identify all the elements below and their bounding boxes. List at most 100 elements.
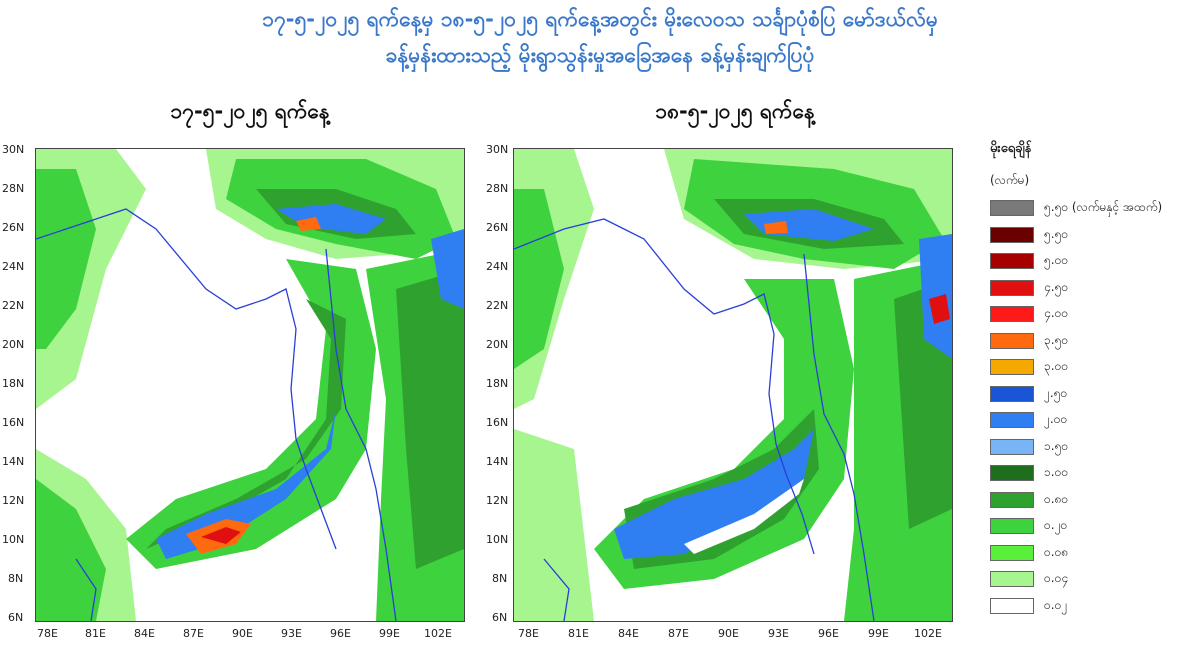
legend-label: ၁.၅၀ xyxy=(1044,438,1069,453)
legend-swatch xyxy=(990,438,1034,455)
legend-swatch xyxy=(990,306,1034,322)
rain-area-green xyxy=(36,479,106,621)
legend-swatch xyxy=(990,518,1034,534)
lon-tick-label: 93E xyxy=(768,627,789,640)
rain-area-darkgreen xyxy=(396,269,464,569)
rain-area-blue xyxy=(276,204,386,234)
lat-tick-label: 26N xyxy=(486,221,509,234)
lon-tick-label: 78E xyxy=(37,627,58,640)
legend-swatch xyxy=(990,597,1034,614)
lon-tick-label: 93E xyxy=(281,627,302,640)
legend-swatch xyxy=(990,253,1034,269)
lat-tick-label: 30N xyxy=(486,143,509,156)
lat-tick-label: 22N xyxy=(486,299,509,312)
main-title-line-2: ခန့်မှန်းထားသည့် မိုးရွာသွန်းမှုအခြေအနေ … xyxy=(385,43,815,67)
rain-area-blue xyxy=(919,234,952,359)
lat-tick-label: 14N xyxy=(2,455,25,468)
rainfall-map-panel-1 xyxy=(35,148,465,622)
lat-tick-label: 28N xyxy=(486,182,509,195)
legend-label: ၅.၀၀ xyxy=(1044,253,1069,267)
legend-swatch xyxy=(990,544,1034,561)
rain-area-darkgreen xyxy=(146,299,346,549)
rain-area-green xyxy=(126,259,376,569)
legend-swatch xyxy=(990,279,1034,296)
legend-label: ၀.၀၂ xyxy=(1044,597,1068,612)
lon-tick-label: 84E xyxy=(618,627,639,640)
lon-tick-label: 90E xyxy=(232,627,253,640)
lat-tick-label: 24N xyxy=(2,260,25,273)
legend-swatch xyxy=(990,385,1034,402)
lon-tick-label: 87E xyxy=(183,627,204,640)
panel-2-date-label: ၁၈-၅-၂၀၂၅ ရက်နေ့ xyxy=(655,99,815,123)
lat-tick-label: 30N xyxy=(2,143,25,156)
lat-tick-label: 18N xyxy=(486,377,509,390)
legend-unit: (လက်မ) xyxy=(990,173,1030,187)
rain-area-blue xyxy=(614,429,814,559)
lon-tick-label: 90E xyxy=(718,627,739,640)
rain-area-light xyxy=(36,149,464,621)
legend-swatch xyxy=(990,412,1034,428)
lon-tick-label: 96E xyxy=(818,627,839,640)
legend-swatch xyxy=(990,571,1034,587)
lat-tick-label: 20N xyxy=(2,338,25,351)
legend-label: ၀.၂၀ xyxy=(1044,518,1068,532)
legend-label: ၀.၈၀ xyxy=(1044,491,1069,506)
lat-tick-label: 28N xyxy=(2,182,25,195)
rainfall-map-panel-2 xyxy=(513,148,953,622)
lon-tick-label: 78E xyxy=(518,627,539,640)
lon-tick-label: 96E xyxy=(330,627,351,640)
lat-tick-label: 22N xyxy=(2,299,25,312)
lon-tick-label: 81E xyxy=(568,627,589,640)
legend-label: ၃.၅၀ xyxy=(1044,332,1069,347)
lat-tick-label: 12N xyxy=(486,494,509,507)
main-title-line-1: ၁၇-၅-၂၀၂၅ ရက်နေ့မှ ၁၈-၅-၂၀၂၅ ရက်နေ့အတွင်… xyxy=(262,7,938,31)
legend-label: ၄.၀၀ xyxy=(1044,306,1069,320)
legend-label: ၀.၀၄ xyxy=(1044,571,1069,585)
rainfall-map-2-graphic xyxy=(514,149,952,621)
legend-label: ၁.၀၀ xyxy=(1044,465,1069,479)
legend-label: ၀.၀၈ xyxy=(1044,544,1069,559)
lat-tick-label: 6N xyxy=(492,611,508,624)
coastline xyxy=(514,218,875,621)
lat-tick-label: 24N xyxy=(486,260,509,273)
lon-tick-label: 102E xyxy=(424,627,452,640)
lon-tick-label: 99E xyxy=(868,627,889,640)
lat-tick-label: 16N xyxy=(2,416,25,429)
lat-tick-label: 26N xyxy=(2,221,25,234)
legend-label: ၂.၅၀ xyxy=(1044,385,1068,400)
lat-tick-label: 8N xyxy=(8,572,24,585)
lat-tick-label: 16N xyxy=(486,416,509,429)
lon-tick-label: 81E xyxy=(85,627,106,640)
lat-tick-label: 10N xyxy=(486,533,509,546)
legend-label: ၂.၀၀ xyxy=(1044,412,1068,426)
coastline xyxy=(36,208,397,621)
legend-label: ၃.၀၀ xyxy=(1044,359,1069,373)
legend-label: ၅.၅၀ (လက်မနှင့် အထက်) xyxy=(1044,200,1163,214)
rain-area-red xyxy=(201,527,241,544)
rain-area-orange xyxy=(764,221,788,234)
rain-area-light xyxy=(514,429,594,621)
legend-label: ၅.၅၀ xyxy=(1044,226,1069,241)
lon-tick-label: 84E xyxy=(134,627,155,640)
rain-area-orange xyxy=(296,217,321,231)
legend-swatch xyxy=(990,359,1034,375)
lat-tick-label: 14N xyxy=(486,455,509,468)
panel-1-date-label: ၁၇-၅-၂၀၂၅ ရက်နေ့ xyxy=(170,99,330,123)
lat-tick-label: 20N xyxy=(486,338,509,351)
lon-tick-label: 87E xyxy=(668,627,689,640)
rainfall-map-1-graphic xyxy=(36,149,464,621)
rain-area-blue xyxy=(431,229,464,309)
legend-label: ၄.၅၀ xyxy=(1044,279,1069,294)
lat-tick-label: 18N xyxy=(2,377,25,390)
lat-tick-label: 12N xyxy=(2,494,25,507)
lon-tick-label: 99E xyxy=(379,627,400,640)
legend-swatch xyxy=(990,332,1034,349)
lat-tick-label: 8N xyxy=(492,572,508,585)
rain-area-blue xyxy=(156,409,336,559)
legend-swatch xyxy=(990,465,1034,481)
lat-tick-label: 10N xyxy=(2,533,25,546)
rain-area-white-gap xyxy=(684,479,804,554)
lat-tick-label: 6N xyxy=(8,611,24,624)
legend-title: မိုးရေချိန် xyxy=(990,141,1032,156)
rain-area-green xyxy=(36,169,96,349)
